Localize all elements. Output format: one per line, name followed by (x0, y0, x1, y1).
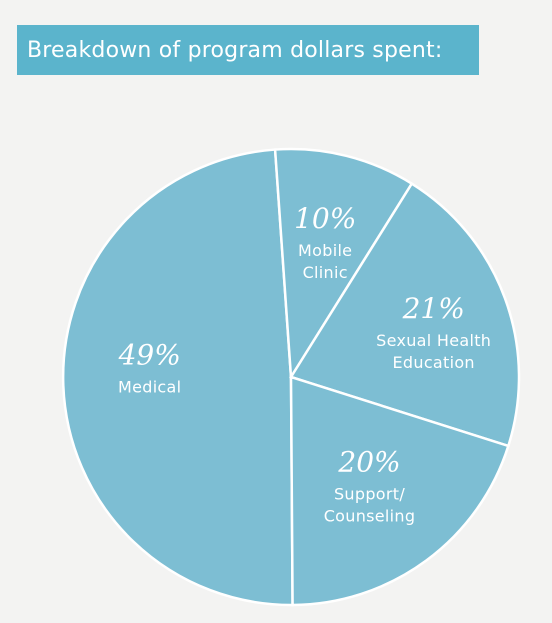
slice-category-label: Medical (118, 377, 181, 396)
pie-slice-support-counseling (289, 375, 510, 607)
slice-category-label: Education (393, 353, 475, 372)
slice-category-label: Clinic (303, 263, 348, 282)
slice-percent-label: 49% (118, 338, 181, 371)
slice-category-label: Mobile (298, 241, 352, 260)
slice-percent-label: 10% (294, 202, 356, 235)
slice-percent-label: 20% (337, 445, 400, 478)
pie-slice-mobile-clinic (273, 147, 414, 381)
slice-category-label: Sexual Health (376, 331, 491, 350)
pie-slices (61, 147, 521, 607)
slice-percent-label: 21% (402, 292, 465, 325)
chart-title: Breakdown of program dollars spent: (27, 37, 443, 63)
pie-slice-medical (61, 148, 294, 607)
slice-category-label: Support/ (334, 484, 405, 503)
pie-labels: 49% Medical 10% Mobile Clinic 21% Sexual Healt… (118, 202, 491, 526)
slice-category-label: Counseling (324, 506, 416, 525)
pie-slice-sexual-health-education (289, 181, 521, 448)
chart-title-banner: Breakdown of program dollars spent: (17, 25, 479, 75)
